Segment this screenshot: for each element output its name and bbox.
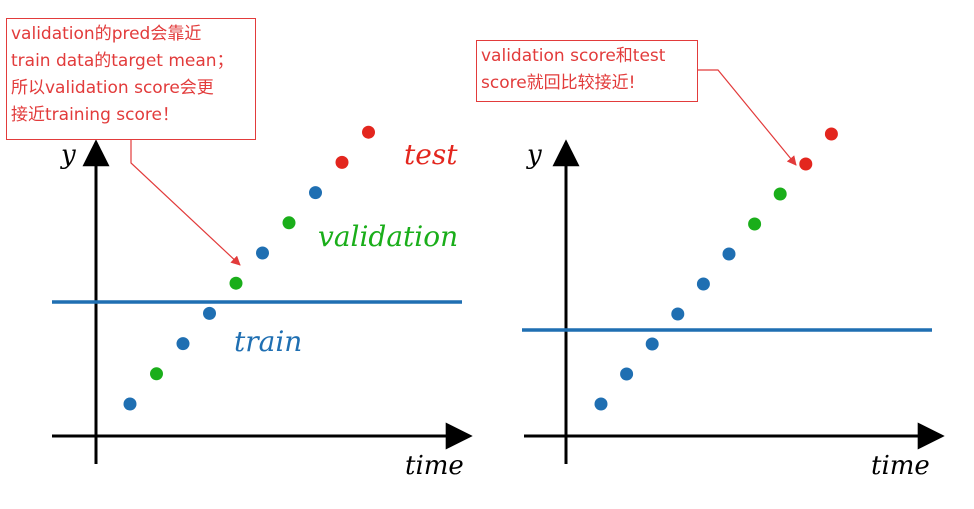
left-test-point — [362, 125, 375, 139]
right-test-point — [824, 127, 838, 141]
left-validation-point — [229, 276, 243, 290]
left-x-axis-label: time — [405, 451, 464, 481]
right-test-point — [799, 157, 813, 171]
left-train-point — [123, 397, 137, 411]
left-validation-label: validation — [318, 220, 458, 253]
right-validation-point — [773, 187, 787, 201]
left-y-axis-label: y — [60, 140, 76, 170]
left-test-label: test — [404, 138, 458, 171]
left-callout-pointer — [130, 140, 241, 266]
left-validation-point — [282, 216, 296, 230]
left-callout-line: train data的target mean； — [11, 51, 234, 71]
left-train-point — [176, 337, 190, 351]
right-callout-line: validation score和test — [481, 46, 666, 66]
left-callout-line: validation的pred会靠近 — [11, 24, 202, 44]
left-points — [123, 125, 375, 411]
left-train-point — [309, 186, 322, 200]
left-train-label: train — [234, 325, 302, 358]
right-panel: y time — [522, 69, 945, 481]
right-callout-pointer — [698, 69, 797, 166]
right-callout-line: score就回比较接近! — [481, 73, 636, 93]
left-validation-point — [150, 367, 163, 381]
left-callout-line: 接近training score！ — [11, 105, 179, 125]
left-test-point — [335, 155, 349, 169]
left-train-point — [203, 306, 216, 320]
right-callout: validation score和test score就回比较接近! — [476, 40, 698, 102]
right-x-axis-label: time — [871, 451, 930, 481]
right-validation-point — [748, 217, 762, 231]
right-y-axis-label: y — [526, 140, 542, 170]
left-panel: y time test validation train — [52, 125, 473, 481]
right-train-point — [620, 367, 634, 381]
left-train-point — [256, 246, 269, 260]
left-callout-line: 所以validation score会更 — [11, 78, 214, 98]
right-points — [594, 127, 838, 411]
right-train-point — [671, 307, 685, 321]
right-train-point — [722, 247, 736, 261]
left-callout: validation的pred会靠近 train data的target mea… — [6, 18, 256, 140]
right-train-point — [594, 397, 608, 411]
right-train-point — [645, 337, 659, 351]
right-train-point — [696, 277, 710, 291]
